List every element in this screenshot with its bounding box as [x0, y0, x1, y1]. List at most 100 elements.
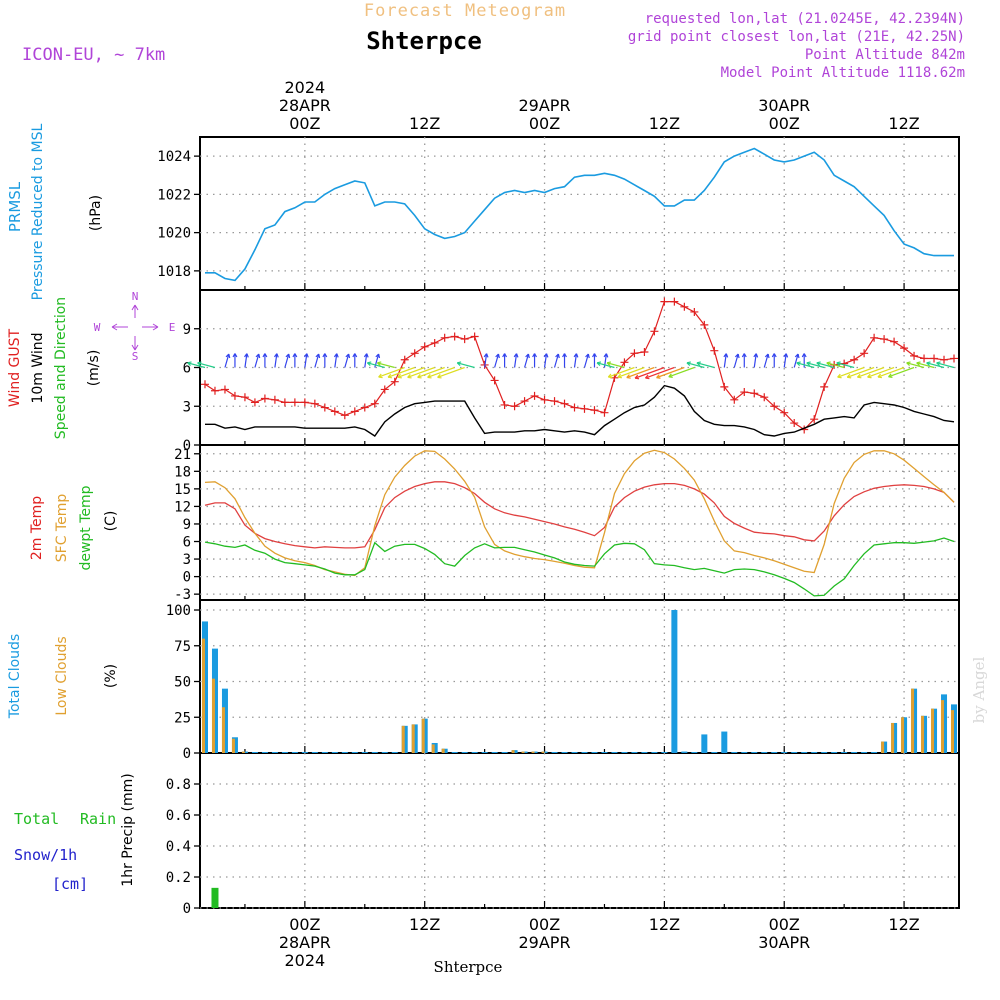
y-tick-label: 21 — [174, 447, 191, 463]
compass-s: S — [132, 350, 139, 363]
gust-marker — [870, 333, 879, 342]
wind-arrow-head — [592, 353, 597, 358]
wind-arrow-head — [397, 373, 402, 379]
gust-marker — [420, 342, 429, 351]
label-percent: (%) — [103, 664, 119, 688]
total-clouds-bar — [841, 752, 848, 753]
label-cm: [cm] — [52, 875, 88, 893]
total-clouds-bar — [601, 752, 608, 753]
gust-marker — [530, 391, 539, 400]
wind-arrow-head — [906, 361, 911, 367]
wind-arrow-head — [483, 353, 489, 358]
wind-arrow-head — [513, 353, 519, 358]
gust-marker — [950, 354, 959, 363]
total-clouds-bar — [801, 752, 808, 753]
wind-direction-arrow — [733, 353, 739, 368]
wind-direction-arrow — [606, 362, 625, 369]
wind-arrow-head — [753, 353, 759, 358]
top-time-label: 12Z — [888, 114, 919, 133]
gust-marker — [720, 382, 729, 391]
gust-marker — [920, 354, 929, 363]
wind-arrow-head — [867, 373, 872, 379]
wind-arrow-head — [322, 353, 328, 358]
label-low-clouds: Low Clouds — [54, 636, 70, 715]
wind-direction-arrow — [796, 362, 815, 369]
total-clouds-bar — [651, 752, 658, 753]
gust-marker — [850, 355, 859, 364]
compass-n: N — [132, 290, 139, 303]
gust-marker — [760, 393, 769, 402]
wind-arrow-head — [926, 361, 931, 367]
wind-direction-arrow — [763, 353, 769, 368]
wind-arrow-head — [596, 361, 602, 367]
low-clouds-bar — [941, 700, 945, 753]
bottom-time-label: 12Z — [888, 915, 919, 934]
wind-frame — [199, 289, 960, 446]
total-clouds-bar — [711, 752, 718, 753]
y-tick-label: 1024 — [157, 149, 191, 165]
low-clouds-bar — [221, 707, 225, 753]
compass-e: E — [169, 321, 176, 334]
low-clouds-bar — [541, 751, 545, 753]
wind-arrow-head — [826, 361, 831, 367]
series-2m-temp-line — [204, 481, 955, 549]
y-tick-label: 100 — [166, 603, 191, 619]
total-clouds-bar — [371, 752, 378, 753]
label-sfc-temp: SFC Temp — [54, 494, 70, 563]
total-clouds-bar — [501, 752, 508, 753]
wind-direction-arrow — [284, 353, 290, 368]
gust-marker — [240, 393, 249, 402]
total-clouds-bar — [721, 731, 728, 753]
total-clouds-bar — [491, 752, 498, 753]
y-tick-label: 0.4 — [166, 839, 191, 855]
low-clouds-bar — [421, 718, 425, 753]
total-clouds-bar — [331, 752, 338, 753]
series-sfc-temp-line — [204, 449, 955, 577]
gust-marker — [300, 398, 309, 407]
low-clouds-bar — [521, 751, 525, 753]
gust-marker — [640, 348, 649, 356]
total-clouds-bar — [321, 752, 328, 753]
wind-direction-arrow — [723, 353, 727, 368]
wind-arrow-head — [617, 373, 622, 379]
total-clouds-bar — [851, 752, 858, 753]
gust-marker — [360, 403, 369, 412]
total-clouds-bar — [251, 752, 258, 753]
y-tick-label: 1018 — [157, 264, 191, 280]
precip-frame — [199, 752, 960, 909]
gust-marker — [430, 338, 439, 347]
gust-marker — [570, 403, 579, 412]
wind-direction-arrow — [906, 362, 925, 369]
gust-marker — [450, 332, 459, 341]
model-label: ICON-EU, ~ 7km — [22, 45, 165, 65]
bottom-time-label: 28APR — [279, 933, 331, 952]
bottom-time-label: 12Z — [649, 915, 680, 934]
low-clouds-bar — [211, 678, 215, 753]
credit-watermark: by Angel — [970, 656, 988, 723]
wind-direction-arrow — [304, 353, 308, 368]
total-clouds-bar — [621, 752, 628, 753]
wind-direction-arrow — [596, 362, 615, 369]
label-snow: Snow/1h — [14, 846, 77, 864]
wind-arrow-head — [801, 353, 807, 358]
panel-clouds: 0 25 50 75 100 — [166, 599, 960, 762]
y-tick-label: 3 — [183, 552, 191, 568]
gust-marker — [880, 335, 889, 344]
total-clouds-bar — [451, 752, 458, 753]
wind-arrow-head — [888, 373, 893, 378]
wind-arrow-head — [696, 361, 701, 367]
gust-marker — [670, 297, 679, 306]
wind-direction-arrow — [806, 362, 825, 369]
low-clouds-bar — [911, 688, 915, 753]
wind-direction-arrow — [936, 362, 955, 369]
wind-arrow-head — [856, 373, 862, 379]
y-tick-label: 0.6 — [166, 808, 191, 824]
gust-marker — [350, 407, 359, 416]
wind-arrow-head — [562, 353, 567, 358]
wind-direction-arrow — [783, 353, 787, 368]
wind-direction-arrow — [634, 366, 665, 379]
gust-marker — [600, 408, 609, 417]
panel-wind: 0 3 6 9 — [183, 289, 960, 454]
